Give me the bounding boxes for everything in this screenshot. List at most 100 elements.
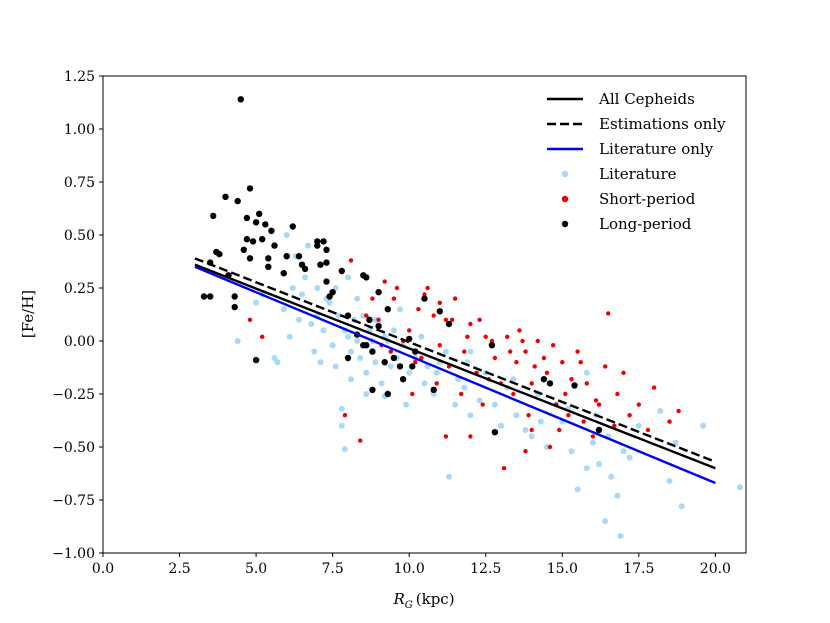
point-literature-20 [363,369,370,376]
point-long-period-20 [256,210,263,217]
fit-line-all-cepheids [194,263,716,470]
point-long-period-8 [231,303,238,311]
point-long-period-50 [369,348,376,355]
point-short-period-51 [425,285,430,291]
point-long-period-34 [314,242,321,249]
x-tick-label: 10.0 [394,561,425,577]
x-tick-label: 20.0 [700,561,731,577]
point-short-period-47 [547,444,553,450]
legend-marker-long-period [561,220,569,228]
point-short-period-7 [391,296,397,301]
y-tick-label: −1.00 [52,546,95,562]
legend-marker-short-period [561,195,569,203]
point-short-period-9 [407,328,412,333]
point-literature-18 [357,355,364,361]
point-short-period-32 [584,381,589,386]
point-long-period-58 [399,376,407,383]
point-short-period-25 [529,381,534,386]
x-tick-label: 15.0 [547,561,578,577]
point-long-period-18 [252,219,260,226]
point-short-period-0 [247,317,253,322]
point-short-period-10 [413,360,418,365]
point-short-period-19 [483,334,488,339]
y-tick-label: 0.25 [64,281,95,297]
point-literature-0 [234,338,241,344]
point-short-period-64 [459,391,464,397]
y-tick-label: 0.75 [64,175,95,191]
point-long-period-51 [369,386,376,393]
point-long-period-37 [323,259,330,266]
fit-line-literature-only [194,265,716,485]
point-literature-41 [476,397,483,404]
point-long-period-71 [360,342,367,349]
x-tick-label: 7.5 [322,561,344,577]
point-long-period-29 [289,223,296,230]
point-literature-49 [574,486,581,493]
legend-label-long-period: Long-period [599,215,692,233]
point-literature-86 [467,348,474,355]
point-short-period-38 [636,402,641,407]
point-literature-79 [657,408,664,414]
point-literature-85 [433,369,440,376]
point-long-period-73 [409,363,416,370]
point-long-period-9 [231,293,238,300]
point-literature-4 [299,291,305,298]
point-short-period-16 [462,349,467,354]
y-tick-label: −0.25 [52,387,95,403]
x-axis-ticks: 0.0 2.5 5.0 7.5 10.0 12.5 15.0 17.5 20.0 [92,553,731,577]
point-literature-58 [678,503,685,510]
point-short-period-50 [416,307,421,312]
point-short-period-69 [612,423,617,428]
point-literature-1 [271,355,278,361]
point-short-period-43 [468,434,473,439]
point-long-period-17 [249,238,257,245]
point-long-period-63 [436,308,443,315]
point-short-period-83 [578,360,583,365]
point-short-period-6 [376,317,381,322]
point-long-period-72 [381,359,388,366]
point-literature-15 [348,348,354,355]
point-literature-80 [314,285,321,291]
point-short-period-74 [511,391,516,397]
fit-lines-layer [194,257,716,485]
point-literature-39 [461,384,468,391]
point-short-period-76 [563,391,568,397]
point-short-period-52 [437,300,442,305]
point-short-period-53 [449,317,455,322]
point-long-period-70 [595,426,603,434]
point-short-period-59 [569,377,574,382]
point-short-period-63 [434,381,439,386]
point-literature-53 [608,473,615,480]
point-literature-54 [614,492,621,499]
point-long-period-42 [338,267,345,275]
legend-label-short-period: Short-period [599,190,696,208]
point-literature-93 [348,376,354,383]
point-long-period-49 [366,316,373,323]
point-literature-69 [354,295,361,302]
point-literature-56 [626,454,633,461]
point-short-period-41 [676,408,681,414]
point-literature-57 [666,477,673,484]
point-long-period-30 [295,253,303,260]
point-literature-82 [332,363,339,370]
point-literature-97 [522,427,529,433]
point-short-period-66 [526,413,531,418]
point-long-period-69 [571,382,578,389]
point-long-period-16 [246,255,254,262]
point-long-period-5 [216,250,223,258]
point-long-period-19 [252,356,260,364]
point-short-period-48 [382,279,387,284]
point-short-period-39 [651,385,657,390]
point-long-period-23 [265,255,272,262]
point-literature-92 [335,312,342,319]
point-literature-55 [617,533,624,539]
point-long-period-38 [323,246,330,253]
plot-frame [102,75,747,554]
legend-label-literature-only: Literature only [599,140,714,158]
point-literature-78 [635,422,642,429]
point-short-period-5 [370,296,375,301]
y-tick-label: 1.00 [64,122,95,138]
point-literature-32 [406,369,413,376]
point-short-period-57 [517,328,522,333]
point-long-period-26 [271,242,278,249]
